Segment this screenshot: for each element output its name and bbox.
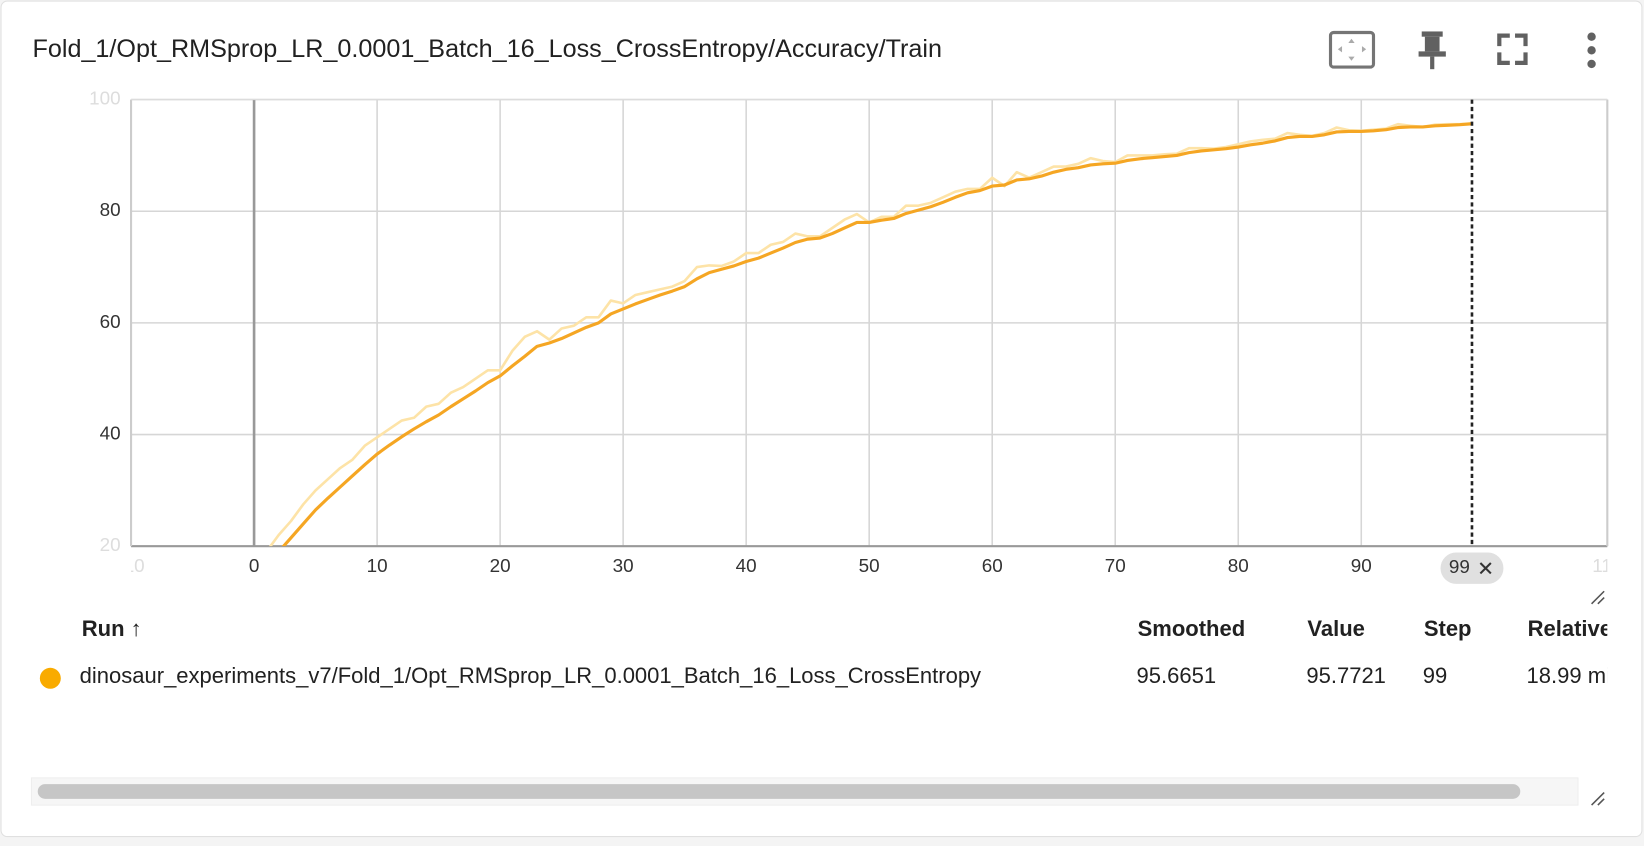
pin-icon[interactable] xyxy=(1418,31,1446,70)
x-tick-label: 110 xyxy=(1592,555,1622,576)
fullscreen-icon[interactable] xyxy=(1497,33,1528,65)
series-line xyxy=(268,121,1473,547)
y-tick-label: 80 xyxy=(100,199,121,220)
cursor-step: 99 xyxy=(1449,556,1470,577)
column-header: Relative xyxy=(1528,616,1612,641)
series-line xyxy=(281,122,1473,547)
x-tick-label: 10 xyxy=(367,555,388,576)
run-table: Run ↑ Smoothed Value Step Relative dinosaur_e… xyxy=(39,616,1624,689)
run-color xyxy=(39,667,61,689)
y-tick-label: 40 xyxy=(100,423,121,444)
x-tick-label: 50 xyxy=(859,555,880,576)
cell-value: 95.7721 xyxy=(1306,663,1386,688)
resize-handle[interactable] xyxy=(1591,590,1605,605)
y-tick-label: 20 xyxy=(100,534,121,555)
column-header: Value xyxy=(1307,616,1364,641)
run-name: dinosaur_experiments_v7/Fold_1/Opt_RMSpr… xyxy=(80,663,981,688)
x-tick-label: 60 xyxy=(982,555,1003,576)
cursor-chip xyxy=(1440,552,1504,584)
cell-relative: 18.99 min xyxy=(1527,663,1624,688)
x-tick-label: 70 xyxy=(1105,555,1126,576)
x-tick-label: -10 xyxy=(117,555,144,576)
column-header: Step xyxy=(1424,616,1472,641)
cell-step: 99 xyxy=(1423,663,1447,688)
column-header: Smoothed xyxy=(1138,616,1246,641)
x-tick-label: 20 xyxy=(490,555,511,576)
more-icon[interactable] xyxy=(1587,32,1596,69)
x-tick-label: 80 xyxy=(1228,555,1249,576)
x-tick-label: 40 xyxy=(736,555,757,576)
y-tick-label: 100 xyxy=(89,88,120,109)
grid xyxy=(130,98,1609,548)
scroll-thumb[interactable] xyxy=(37,784,1521,799)
cell-smoothed: 95.6651 xyxy=(1137,663,1217,688)
plot xyxy=(268,121,1473,547)
resize-handle[interactable] xyxy=(1591,791,1605,806)
cursor-close[interactable] xyxy=(1479,562,1492,575)
x-tick-label: 90 xyxy=(1351,555,1372,576)
x-tick-label: 30 xyxy=(613,555,634,576)
y-tick-label: 60 xyxy=(100,311,121,332)
x-tick-label: 0 xyxy=(249,555,260,576)
column-header: Run ↑ xyxy=(82,616,142,641)
x-axis: -10 0 10 20 30 40 50 60 70 80 90 110 xyxy=(117,555,1622,576)
chart-title: Fold_1/Opt_RMSprop_LR_0.0001_Batch_16_Lo… xyxy=(33,35,942,63)
fit-icon[interactable] xyxy=(1328,30,1376,69)
